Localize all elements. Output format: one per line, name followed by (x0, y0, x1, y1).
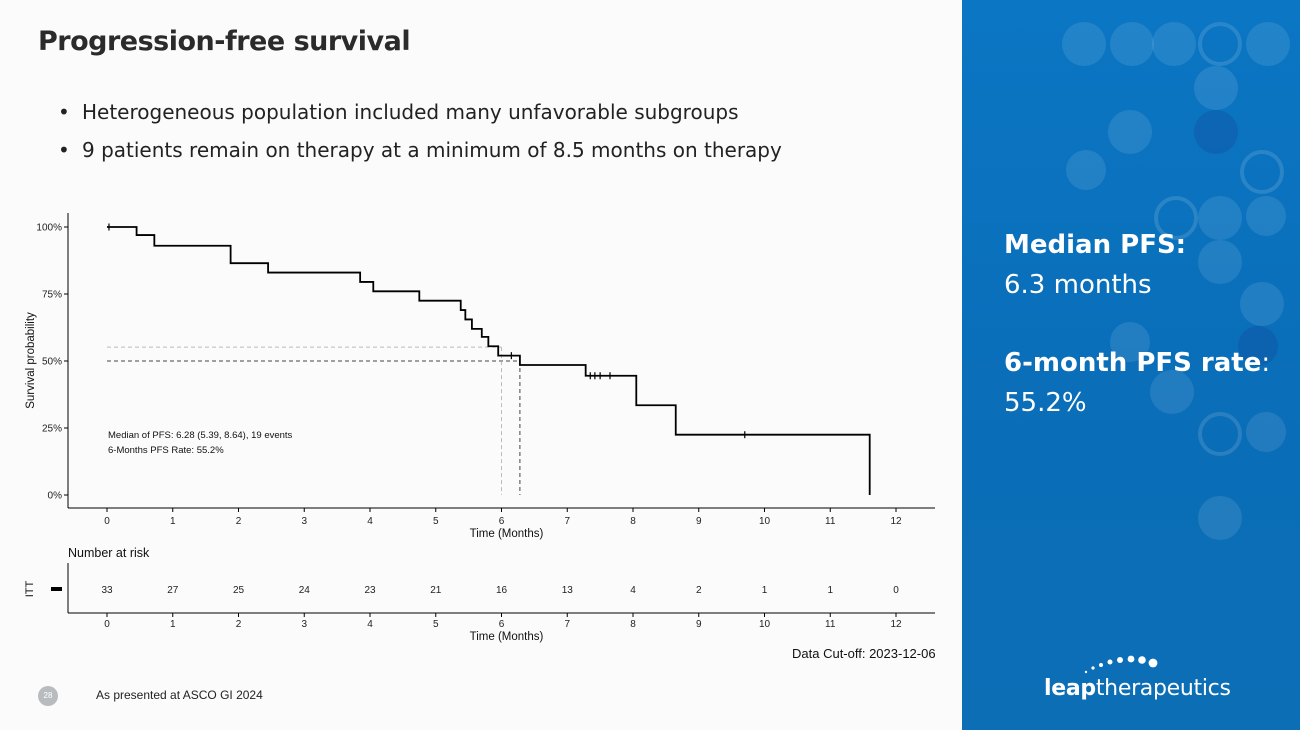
risk-count: 1 (827, 585, 833, 596)
bullet-dot: • (58, 138, 70, 162)
bullet-item: • 9 patients remain on therapy at a minim… (58, 138, 782, 162)
risk-x-tick-label: 12 (890, 619, 902, 630)
decor-bubble (1246, 22, 1290, 66)
page-number: 28 (38, 686, 58, 706)
decor-ring (1240, 150, 1284, 194)
presented-note: As presented at ASCO GI 2024 (96, 688, 263, 702)
y-tick-label: 50% (42, 357, 62, 368)
x-tick-label: 11 (825, 516, 836, 527)
risk-count: 27 (167, 585, 179, 596)
risk-count: 25 (233, 585, 245, 596)
risk-x-tick-label: 10 (759, 619, 771, 630)
decor-ring (1198, 22, 1242, 66)
km-chart: 0 1 2 3 4 5 6 7 8 9 10 11 120%25%50%75%100%Time (Mon… (24, 213, 935, 643)
x-tick-label: 5 (433, 516, 439, 527)
risk-count: 4 (630, 585, 636, 596)
decor-bubble (1198, 196, 1242, 240)
x-tick-label: 6 (499, 516, 505, 527)
decor-bubble (1198, 240, 1242, 284)
risk-x-tick-label: 0 (104, 619, 110, 630)
risk-count: 2 (696, 585, 702, 596)
bullet-text: Heterogeneous population included many u… (82, 100, 739, 124)
x-tick-label: 2 (236, 516, 242, 527)
y-tick-label: 0% (48, 491, 63, 502)
survival-plot: 0 1 2 3 4 5 6 7 8 9 10 11 120%25%50%75%100%Time (Mon… (25, 213, 935, 540)
x-tick-label: 4 (367, 516, 373, 527)
risk-x-tick-label: 3 (301, 619, 307, 630)
decor-bubble (1240, 282, 1284, 326)
bullet-text: 9 patients remain on therapy at a minimu… (82, 138, 782, 162)
pfs-rate-colon: : (1261, 348, 1271, 378)
risk-x-tick-label: 2 (236, 619, 242, 630)
risk-count: 0 (893, 585, 899, 596)
x-tick-label: 8 (630, 516, 636, 527)
decor-bubble (1108, 110, 1152, 154)
risk-x-tick-label: 7 (564, 619, 570, 630)
decor-bubble (1110, 22, 1154, 66)
risk-count: 13 (562, 585, 574, 596)
risk-x-tick-label: 9 (696, 619, 702, 630)
pfs-rate-value: 55.2% (1004, 388, 1087, 418)
decor-bubble (1066, 150, 1106, 190)
decor-bubble (1246, 196, 1286, 236)
y-tick-label: 25% (42, 424, 62, 435)
bullet-dot: • (58, 100, 70, 124)
risk-group-label: ITT (24, 580, 36, 597)
risk-x-axis-label: Time (Months) (470, 631, 544, 643)
x-tick-label: 3 (301, 516, 307, 527)
risk-count: 33 (101, 585, 113, 596)
median-pfs-label: Median PFS: (1004, 230, 1187, 260)
median-pfs-value: 6.3 months (1004, 270, 1152, 300)
x-tick-label: 12 (890, 516, 902, 527)
logo-rest: therapeutics (1095, 676, 1231, 701)
pfs-rate-label-text: 6-month PFS rate (1004, 348, 1262, 378)
decor-ring (1154, 196, 1198, 240)
x-tick-label: 1 (170, 516, 176, 527)
risk-group-swatch (51, 587, 62, 591)
decor-bubble (1152, 22, 1196, 66)
risk-x-tick-label: 5 (433, 619, 439, 630)
risk-count: 1 (762, 585, 768, 596)
x-tick-label: 7 (564, 516, 570, 527)
risk-x-tick-label: 8 (630, 619, 636, 630)
x-axis-label: Time (Months) (470, 528, 544, 540)
risk-count: 24 (299, 585, 311, 596)
leap-therapeutics-logo: leaptherapeutics (1044, 676, 1231, 701)
decor-bubble (1194, 66, 1238, 110)
risk-count: 16 (496, 585, 508, 596)
decor-bubble (1246, 412, 1286, 452)
survival-curve (107, 226, 871, 495)
y-axis-label: Survival probability (25, 312, 37, 409)
decor-bubble (1062, 22, 1106, 66)
risk-table-title: Number at risk (68, 546, 150, 560)
x-tick-label: 9 (696, 516, 702, 527)
decor-ring (1198, 412, 1242, 456)
x-tick-label: 0 (104, 516, 110, 527)
slide-content: Progression-free survival • Heterogeneous… (24, 26, 936, 706)
risk-count: 21 (430, 585, 442, 596)
risk-x-tick-label: 11 (825, 619, 836, 630)
highlight-sidebar: Median PFS: 6.3 months 6-month PFS rate:… (962, 0, 1300, 730)
page-title: Progression-free survival (38, 26, 411, 57)
decor-bubble (1194, 110, 1238, 154)
decor-bubble (1238, 326, 1278, 366)
logo-dots-icon (1084, 655, 1158, 674)
risk-x-tick-label: 6 (499, 619, 505, 630)
risk-x-tick-label: 1 (170, 619, 176, 630)
data-cutoff-note: Data Cut-off: 2023-12-06 (792, 646, 936, 661)
chart-annotation: Median of PFS: 6.28 (5.39, 8.64), 19 eve… (108, 430, 293, 441)
pfs-rate-label: 6-month PFS rate: (1004, 348, 1270, 378)
chart-annotation: 6-Months PFS Rate: 55.2% (108, 445, 224, 456)
decor-bubble (1150, 370, 1194, 414)
bullet-item: • Heterogeneous population included many … (58, 100, 739, 124)
risk-count: 23 (364, 585, 376, 596)
risk-x-tick-label: 4 (367, 619, 373, 630)
x-tick-label: 10 (759, 516, 771, 527)
logo-bold: leap (1044, 676, 1096, 701)
y-tick-label: 75% (42, 290, 62, 301)
decor-bubble (1110, 322, 1150, 362)
y-tick-label: 100% (36, 223, 62, 234)
decor-bubble (1198, 496, 1242, 540)
